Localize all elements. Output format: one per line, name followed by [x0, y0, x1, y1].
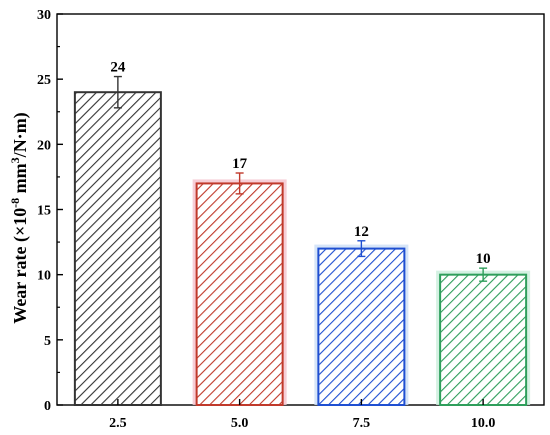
data-label-2.5: 24: [110, 60, 126, 76]
axes: 0 5 10 15 20 25 30 2.5 5.0 7.5 10.0: [37, 8, 495, 431]
y-tick-label: 5: [44, 334, 51, 349]
bar-10.0: [439, 273, 528, 406]
bars: 24 17 12 10: [73, 60, 531, 406]
x-tick-label: 7.5: [353, 416, 371, 431]
x-tick-label: 10.0: [471, 416, 496, 431]
error-bar-5.0: [235, 172, 244, 195]
svg-text:Wear rate (×10-8 mm3/N·m): Wear rate (×10-8 mm3/N·m): [8, 112, 31, 323]
error-bar-7.5: [357, 240, 366, 258]
ylabel-mid: mm: [10, 163, 30, 198]
data-label-10.0: 10: [476, 251, 491, 267]
bar-2.5: [73, 91, 162, 406]
ylabel-main: Wear rate (×10: [10, 208, 31, 324]
data-label-5.0: 17: [232, 156, 248, 172]
y-tick-label: 10: [37, 269, 51, 284]
y-tick-label: 25: [37, 73, 51, 88]
y-tick-label: 20: [37, 138, 51, 153]
x-tick-label: 5.0: [231, 416, 249, 431]
y-axis-label: Wear rate (×10-8 mm3/N·m): [8, 112, 31, 323]
error-bar-10.0: [479, 267, 488, 282]
y-tick-label: 15: [37, 204, 51, 219]
ylabel-exp2: 3: [8, 157, 22, 163]
bar-5.0: [195, 182, 284, 406]
bar-7.5: [317, 247, 406, 406]
error-bar-2.5: [113, 75, 122, 109]
ylabel-exp1: -8: [8, 198, 22, 208]
y-tick-label: 30: [37, 8, 51, 23]
x-tick-label: 2.5: [109, 416, 127, 431]
ylabel-tail: /N·m): [10, 112, 31, 158]
y-tick-label: 0: [44, 399, 51, 414]
data-label-7.5: 12: [354, 224, 369, 240]
